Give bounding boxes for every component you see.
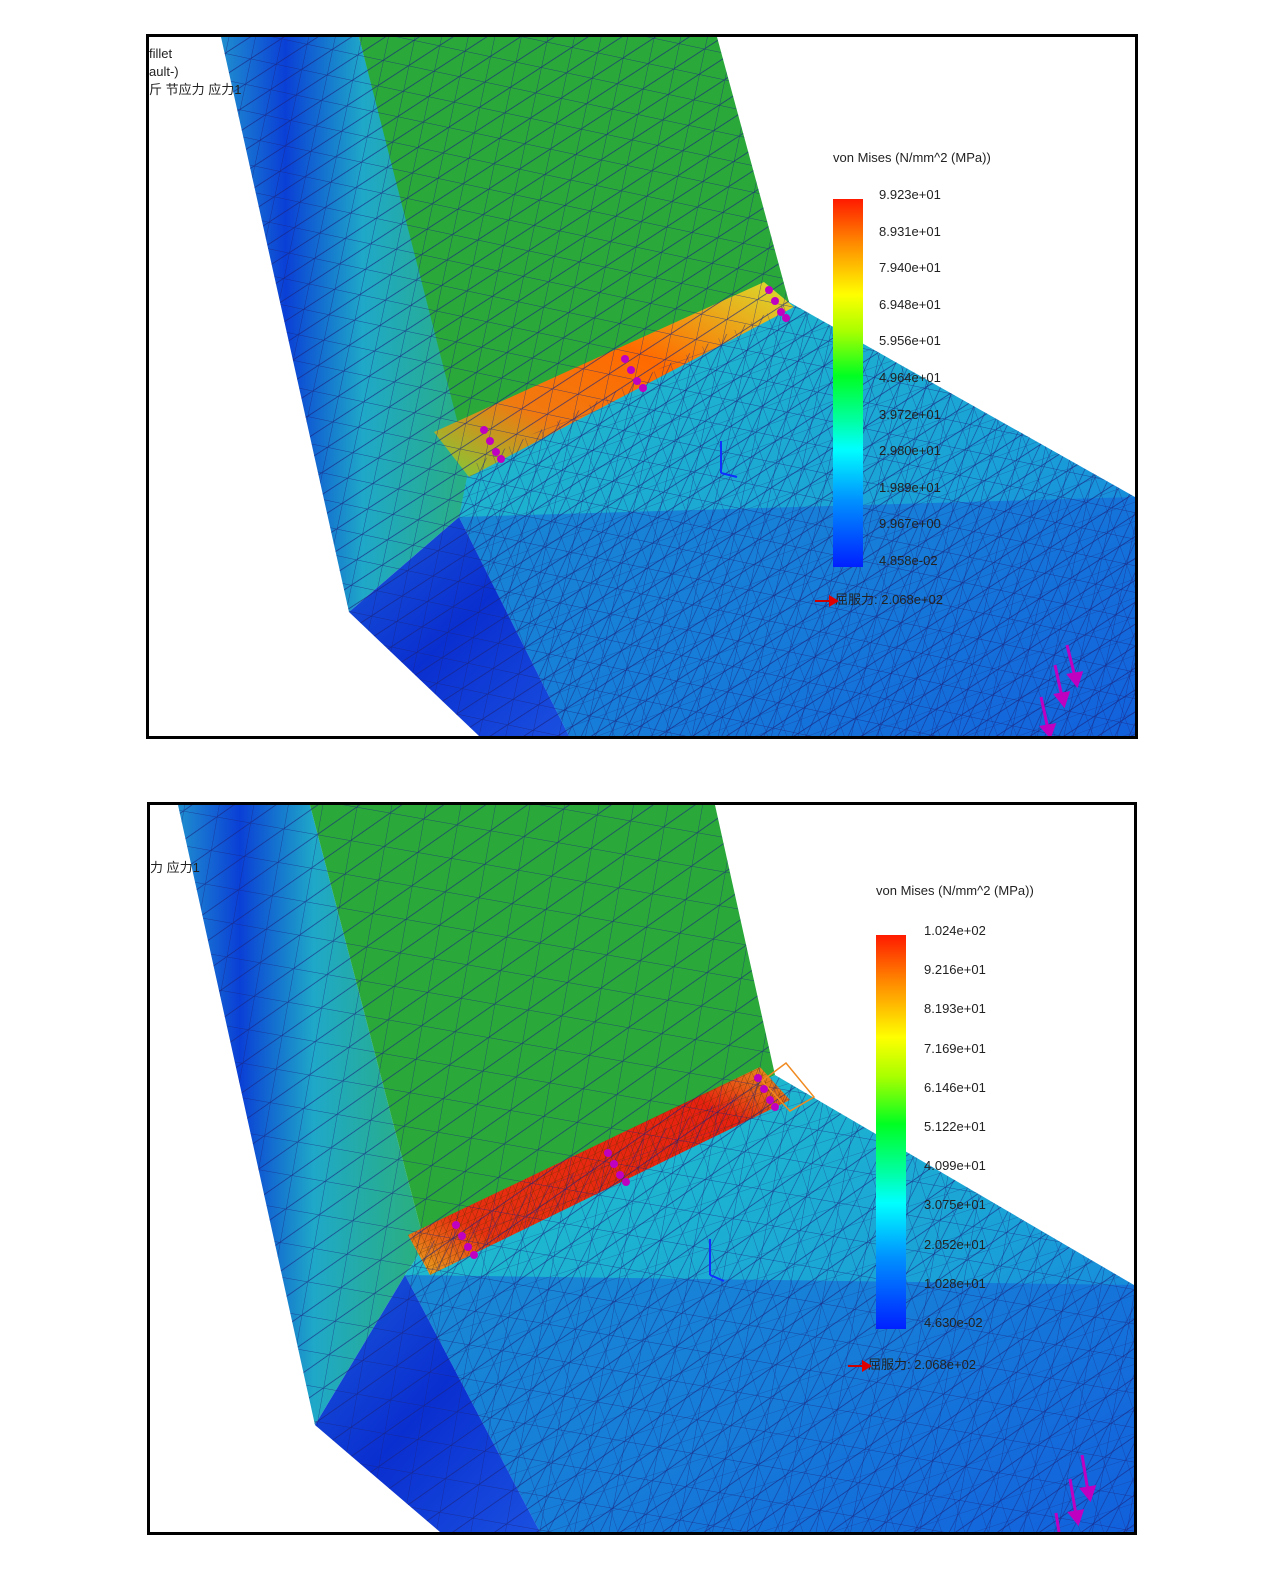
legend-tick-label: 6.948e+01 xyxy=(879,296,941,312)
fea-plot-top: fillet ault-) 斤 节应力 应力1 von Mises (N/mm^… xyxy=(146,34,1138,739)
colorbar xyxy=(833,199,863,567)
yield-strength-label: 屈服力: 2.068e+02 xyxy=(815,589,943,608)
legend-tick-label: 2.980e+01 xyxy=(879,443,941,459)
legend-title: von Mises (N/mm^2 (MPa)) xyxy=(876,883,1034,898)
legend-tick-label: 3.075e+01 xyxy=(924,1197,986,1213)
colorbar xyxy=(876,935,906,1329)
legend-tick-label: 4.630e-02 xyxy=(924,1315,983,1330)
fea-model-render xyxy=(178,805,1134,1532)
fea-model-render xyxy=(221,37,1135,736)
legend-tick-label: 8.193e+01 xyxy=(924,1001,986,1017)
legend-tick-label: 1.989e+01 xyxy=(879,479,941,495)
legend-tick-label: 5.122e+01 xyxy=(924,1119,986,1134)
legend-tick-label: 7.169e+01 xyxy=(924,1040,986,1056)
load-arrow-icon xyxy=(1054,1454,1097,1532)
fixture-icon xyxy=(480,286,790,463)
coordinate-triad-icon xyxy=(720,441,738,478)
legend-tick-label: 5.956e+01 xyxy=(879,333,941,349)
legend-tick-label: 2.052e+01 xyxy=(924,1236,986,1252)
legend-tick-label: 4.099e+01 xyxy=(924,1158,986,1174)
yield-strength-label: 屈服力: 2.068e+02 xyxy=(848,1354,976,1373)
legend-title: von Mises (N/mm^2 (MPa)) xyxy=(833,150,991,165)
fixture-icon xyxy=(452,1074,779,1259)
fea-plot-bottom: 力 应力1 von Mises (N/mm^2 (MPa)) 1.024e+02… xyxy=(147,802,1137,1535)
legend-tick-label: 1.028e+01 xyxy=(924,1275,986,1291)
legend-tick-label: 9.967e+00 xyxy=(879,516,941,532)
legend-tick-label: 4.858e-02 xyxy=(879,553,938,568)
load-arrow-icon xyxy=(1039,644,1084,736)
legend-tick-label: 4.964e+01 xyxy=(879,370,941,385)
contact-face-outline xyxy=(760,1061,816,1112)
legend-tick-label: 7.940e+01 xyxy=(879,260,941,276)
legend-tick-label: 9.216e+01 xyxy=(924,962,986,978)
legend-tick-label: 6.146e+01 xyxy=(924,1079,986,1095)
legend-tick-label: 1.024e+02 xyxy=(924,923,986,938)
study-label: fillet ault-) 斤 节应力 应力1 xyxy=(149,46,242,97)
study-label: 力 应力1 xyxy=(150,860,200,875)
yield-arrow-icon xyxy=(848,1359,872,1372)
yield-arrow-icon xyxy=(815,594,839,607)
legend-tick-label: 8.931e+01 xyxy=(879,223,941,239)
legend-tick-label: 3.972e+01 xyxy=(879,406,941,422)
coordinate-triad-icon xyxy=(709,1239,725,1282)
legend-tick-label: 9.923e+01 xyxy=(879,187,941,202)
